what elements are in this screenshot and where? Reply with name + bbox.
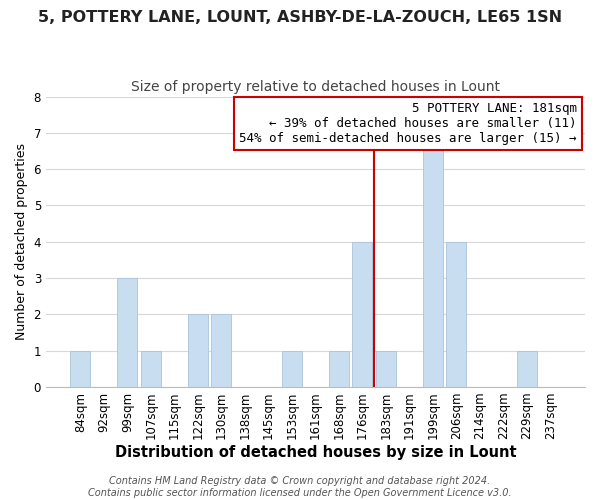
Bar bbox=[118, 278, 137, 387]
Bar bbox=[352, 242, 373, 387]
Bar bbox=[141, 350, 161, 387]
Bar bbox=[211, 314, 232, 387]
Title: Size of property relative to detached houses in Lount: Size of property relative to detached ho… bbox=[131, 80, 500, 94]
Text: 5, POTTERY LANE, LOUNT, ASHBY-DE-LA-ZOUCH, LE65 1SN: 5, POTTERY LANE, LOUNT, ASHBY-DE-LA-ZOUC… bbox=[38, 10, 562, 25]
Bar bbox=[446, 242, 466, 387]
Bar bbox=[376, 350, 396, 387]
X-axis label: Distribution of detached houses by size in Lount: Distribution of detached houses by size … bbox=[115, 445, 516, 460]
Bar bbox=[517, 350, 537, 387]
Bar bbox=[282, 350, 302, 387]
Y-axis label: Number of detached properties: Number of detached properties bbox=[15, 144, 28, 340]
Text: 5 POTTERY LANE: 181sqm
← 39% of detached houses are smaller (11)
54% of semi-det: 5 POTTERY LANE: 181sqm ← 39% of detached… bbox=[239, 102, 577, 146]
Bar bbox=[70, 350, 91, 387]
Bar bbox=[329, 350, 349, 387]
Text: Contains HM Land Registry data © Crown copyright and database right 2024.
Contai: Contains HM Land Registry data © Crown c… bbox=[88, 476, 512, 498]
Bar bbox=[188, 314, 208, 387]
Bar bbox=[423, 133, 443, 387]
